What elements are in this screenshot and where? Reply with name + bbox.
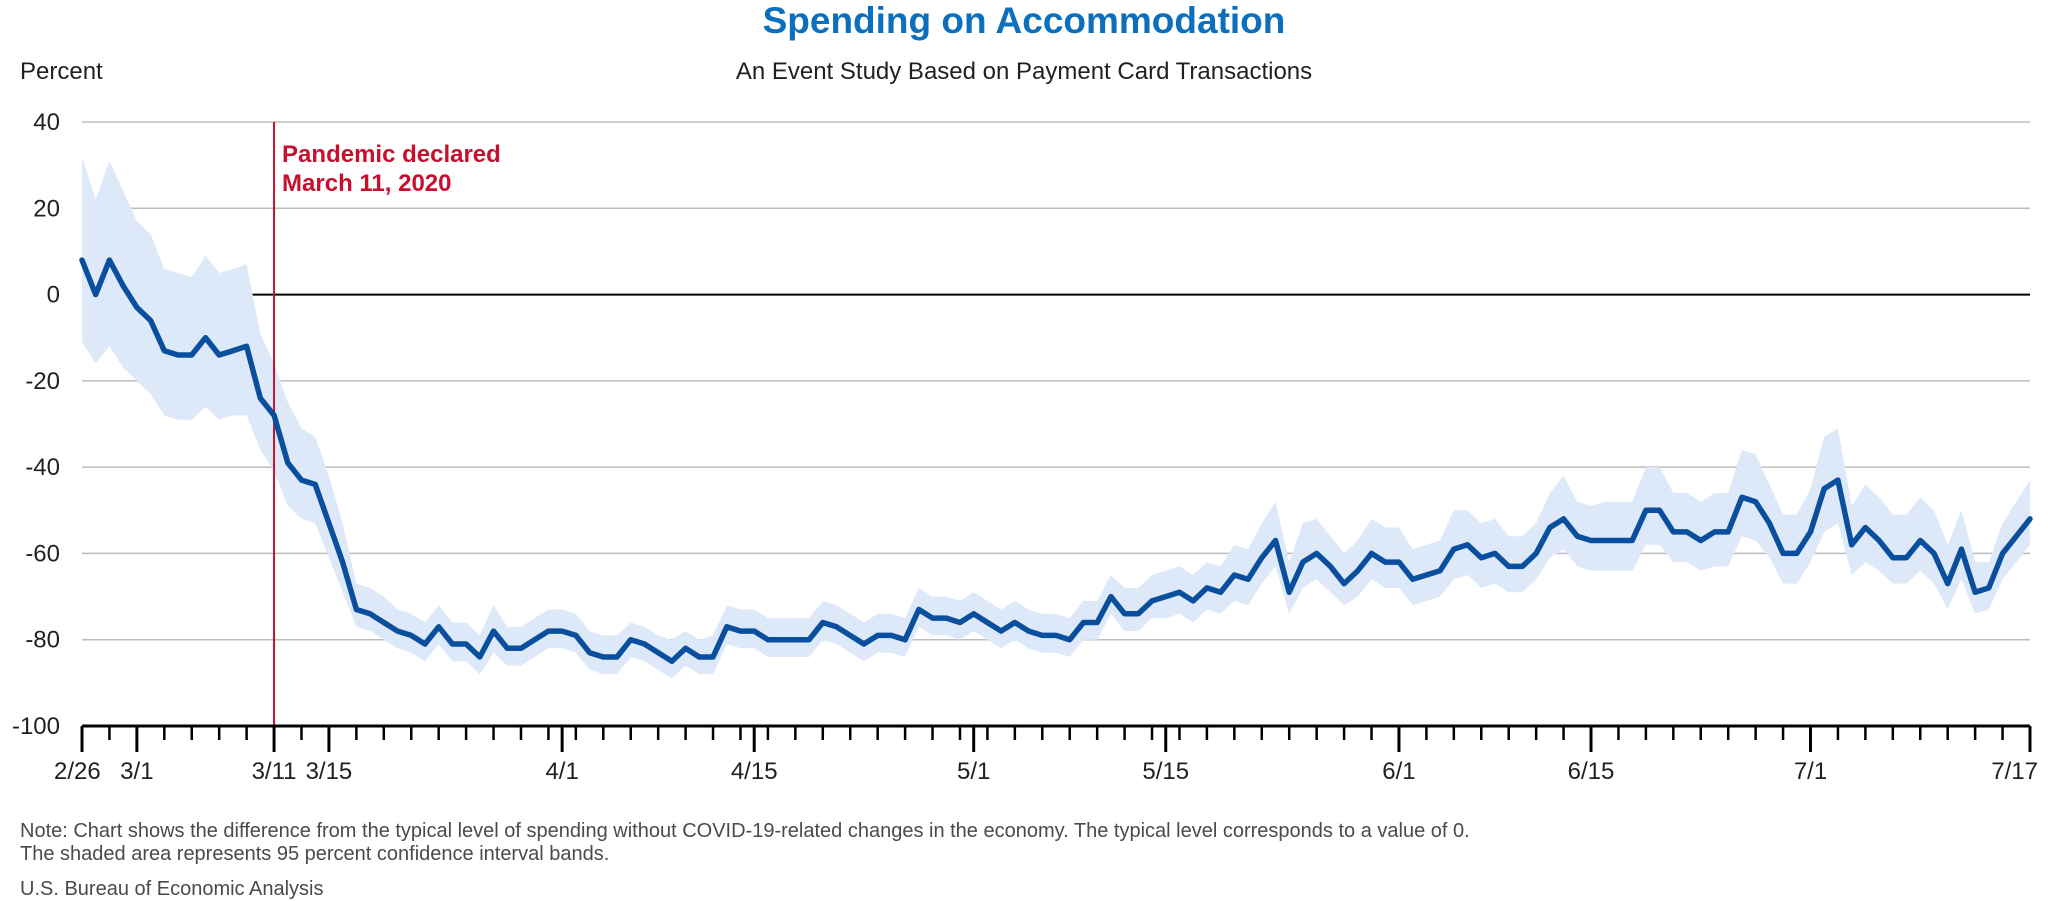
series-line bbox=[79, 257, 2033, 665]
y-tick-label: 0 bbox=[47, 282, 60, 309]
y-tick-label: 40 bbox=[33, 109, 60, 136]
annotation-line2: March 11, 2020 bbox=[282, 170, 451, 197]
x-tick-label: 4/1 bbox=[545, 758, 578, 785]
annotation-line1: Pandemic declared bbox=[282, 141, 501, 168]
x-tick-label: 7/1 bbox=[1794, 758, 1827, 785]
x-tick-label: 6/1 bbox=[1382, 758, 1415, 785]
x-tick-label: 2/26 bbox=[54, 758, 101, 785]
chart-note-line1: Note: Chart shows the difference from th… bbox=[20, 820, 1470, 842]
x-tick-label: 3/15 bbox=[306, 758, 353, 785]
x-tick-label: 7/17 bbox=[1991, 758, 2038, 785]
y-tick-label: -40 bbox=[25, 454, 60, 481]
y-tick-label: -20 bbox=[25, 368, 60, 395]
chart-subtitle: An Event Study Based on Payment Card Tra… bbox=[735, 58, 1313, 85]
y-axis-label: Percent bbox=[20, 58, 103, 85]
x-tick-label: 3/11 bbox=[252, 758, 297, 785]
y-tick-label: -100 bbox=[12, 713, 60, 740]
x-tick-label: 3/1 bbox=[120, 758, 153, 785]
chart-title: Spending on Accommodation bbox=[762, 0, 1286, 41]
x-tick-label: 5/1 bbox=[957, 758, 990, 785]
y-tick-label: -60 bbox=[25, 540, 60, 567]
chart-source: U.S. Bureau of Economic Analysis bbox=[20, 878, 324, 900]
x-tick-label: 5/15 bbox=[1142, 758, 1189, 785]
x-tick-label: 6/15 bbox=[1568, 758, 1615, 785]
confidence-band bbox=[82, 156, 2030, 679]
y-tick-label: 20 bbox=[33, 195, 60, 222]
x-tick-label: 4/15 bbox=[731, 758, 778, 785]
y-tick-label: -80 bbox=[25, 627, 60, 654]
chart-note-line2: The shaded area represents 95 percent co… bbox=[20, 843, 610, 865]
